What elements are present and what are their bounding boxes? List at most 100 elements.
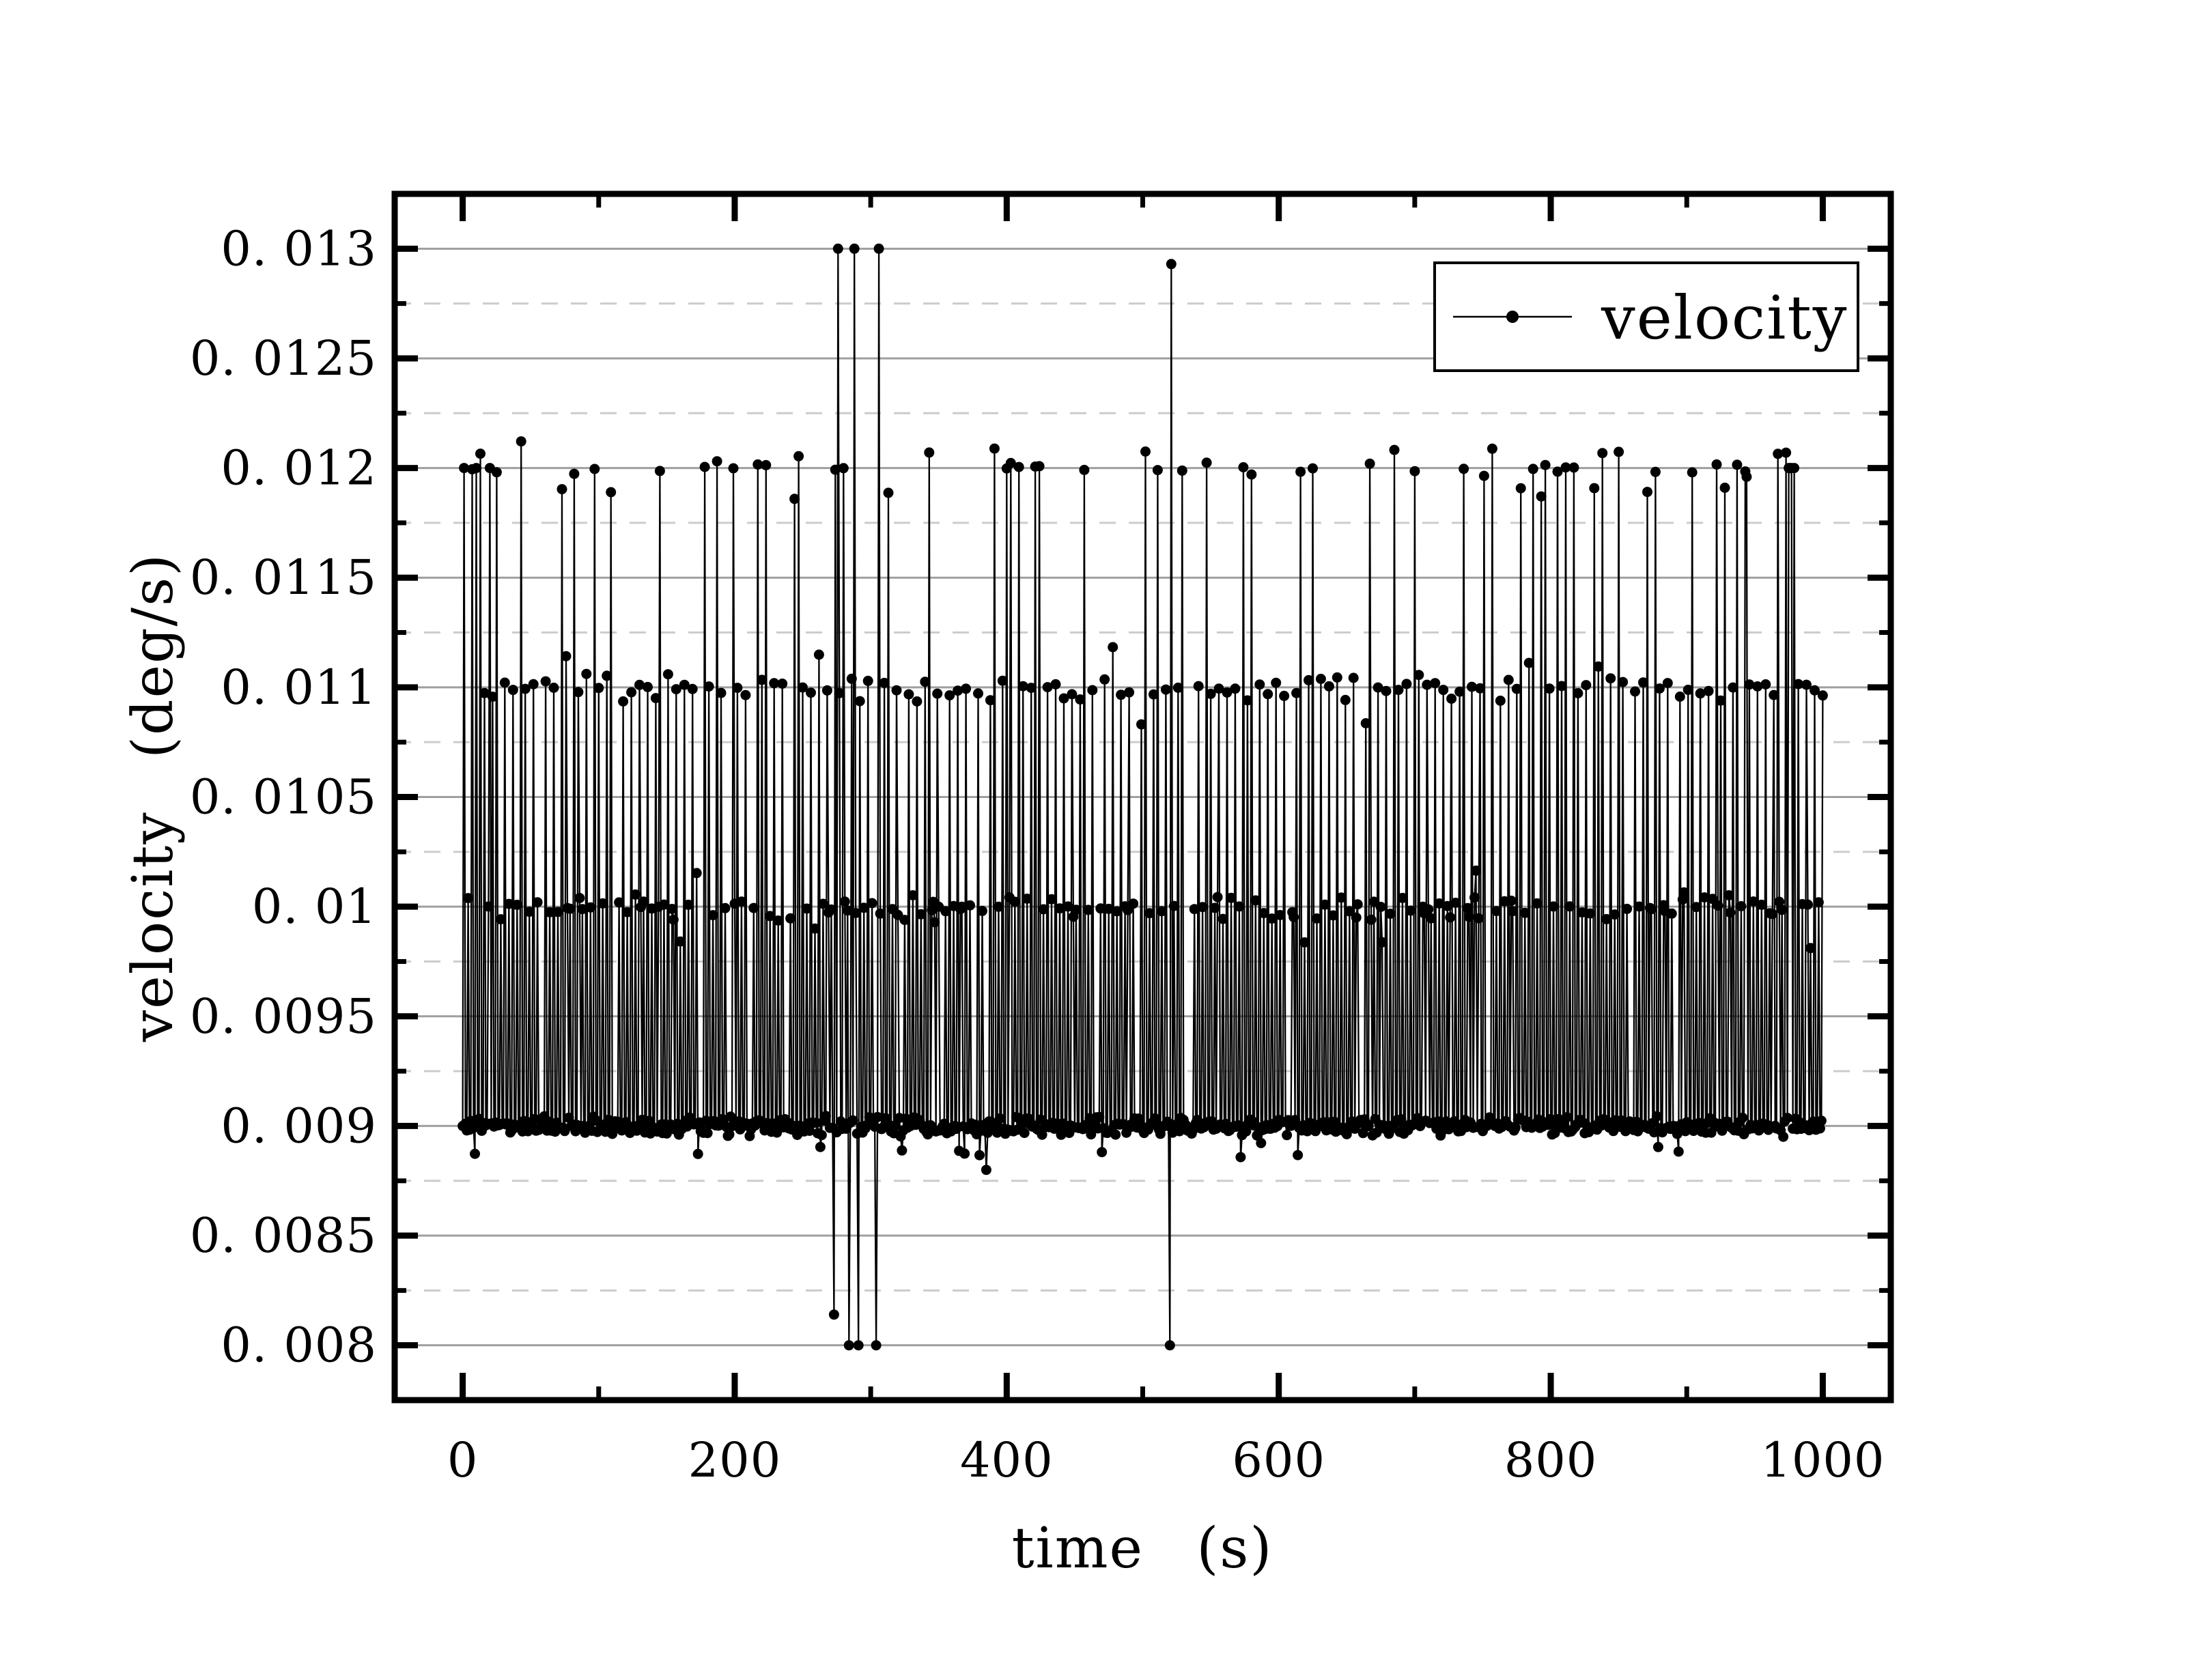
data-point	[1744, 679, 1755, 690]
data-point	[1042, 682, 1053, 693]
data-point	[777, 679, 788, 689]
data-point	[740, 689, 751, 700]
data-point	[1769, 689, 1779, 700]
data-point	[1767, 909, 1778, 920]
y-tick-labels: 0. 008 0. 0085 0. 009 0. 0095 0. 01 0. 0105 0.…	[190, 220, 377, 1373]
data-point	[849, 243, 860, 254]
data-point	[989, 443, 1000, 454]
data-point	[1381, 685, 1392, 696]
data-point	[1651, 1111, 1662, 1122]
data-point	[1217, 913, 1228, 924]
data-point	[1816, 1115, 1827, 1126]
x-tick-label: 1000	[1760, 1432, 1885, 1488]
data-point	[1422, 679, 1433, 690]
data-point	[1116, 689, 1127, 700]
axis-ticks	[395, 194, 1891, 1400]
data-point	[1630, 686, 1640, 697]
data-point	[1463, 902, 1473, 913]
data-point	[475, 449, 485, 459]
data-point	[666, 904, 677, 914]
data-point	[662, 669, 673, 680]
data-point	[1291, 687, 1302, 698]
data-point	[1510, 1122, 1521, 1133]
data-point	[821, 685, 832, 696]
data-point	[1568, 462, 1579, 473]
data-point	[810, 923, 820, 934]
data-point	[1638, 677, 1648, 688]
data-point	[1434, 898, 1445, 909]
data-point	[1034, 461, 1045, 472]
data-point	[1275, 910, 1286, 920]
data-point	[1438, 685, 1449, 696]
data-point	[1475, 683, 1485, 694]
data-point	[1332, 672, 1342, 683]
data-point	[1741, 471, 1752, 482]
data-point	[997, 675, 1008, 686]
data-point	[965, 900, 975, 911]
data-point	[1017, 681, 1028, 692]
data-point	[924, 447, 935, 458]
data-point	[993, 901, 1004, 912]
data-point	[679, 679, 690, 690]
data-point	[1351, 912, 1362, 923]
data-point	[499, 677, 510, 688]
data-point	[891, 685, 902, 696]
data-point	[1166, 259, 1177, 270]
data-point	[1177, 465, 1187, 476]
data-point	[1160, 684, 1171, 695]
data-point	[1299, 937, 1310, 948]
data-point	[1695, 688, 1706, 699]
data-point	[1703, 685, 1714, 696]
data-point	[1719, 483, 1730, 493]
data-point	[846, 673, 857, 684]
data-point	[1168, 900, 1179, 911]
data-point	[1397, 892, 1408, 903]
data-point	[1495, 696, 1506, 706]
data-point	[1377, 937, 1388, 948]
data-point	[1662, 678, 1673, 689]
data-point	[1413, 670, 1424, 681]
data-point	[1474, 913, 1484, 924]
data-point	[1528, 464, 1538, 474]
data-point	[1652, 1141, 1663, 1152]
data-point	[675, 936, 686, 947]
data-point	[614, 897, 625, 908]
data-point	[1556, 681, 1567, 692]
data-point	[1371, 1127, 1382, 1138]
data-point	[650, 693, 661, 704]
data-point	[1813, 897, 1824, 908]
data-point	[1469, 892, 1480, 903]
data-point	[1532, 898, 1543, 909]
data-point	[1099, 674, 1110, 685]
data-point	[540, 676, 551, 687]
data-point	[511, 900, 522, 910]
data-point	[1124, 687, 1135, 698]
data-point	[479, 687, 490, 698]
data-point	[1711, 459, 1722, 470]
data-point	[838, 463, 849, 474]
data-point	[483, 901, 494, 912]
x-tick-label: 200	[688, 1432, 782, 1488]
data-point	[1226, 892, 1237, 903]
data-point	[883, 487, 894, 498]
data-point	[879, 677, 890, 688]
y-tick-label: 0. 0125	[190, 330, 377, 386]
data-point	[1352, 899, 1363, 910]
data-point	[897, 1145, 907, 1156]
data-point	[1666, 908, 1677, 919]
data-point	[1723, 890, 1734, 900]
data-point	[1674, 692, 1685, 702]
data-point	[593, 683, 604, 694]
data-point	[577, 904, 588, 915]
data-point	[1067, 689, 1078, 700]
data-point	[1536, 491, 1547, 502]
data-point	[1585, 908, 1596, 919]
data-point	[1174, 1126, 1185, 1137]
data-point	[1189, 904, 1200, 915]
data-point	[1193, 681, 1204, 692]
data-point	[1246, 469, 1257, 480]
data-point	[1642, 487, 1652, 498]
data-point	[1803, 899, 1813, 910]
data-point	[944, 690, 955, 701]
